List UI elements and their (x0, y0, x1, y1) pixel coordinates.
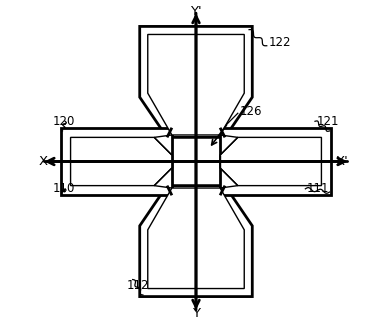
Polygon shape (148, 35, 244, 135)
Text: 126: 126 (240, 105, 262, 118)
Text: 120: 120 (53, 115, 75, 128)
Text: X': X' (336, 155, 349, 168)
Polygon shape (140, 26, 252, 137)
Polygon shape (148, 188, 244, 288)
Text: 121: 121 (317, 115, 339, 128)
Text: 110: 110 (53, 182, 75, 195)
Text: Y': Y' (190, 5, 202, 18)
Text: Y: Y (192, 307, 200, 320)
Text: X: X (39, 155, 48, 168)
Polygon shape (71, 137, 172, 186)
Polygon shape (220, 137, 321, 186)
Polygon shape (140, 186, 252, 297)
Text: 112: 112 (127, 279, 149, 292)
Polygon shape (220, 128, 331, 195)
Polygon shape (61, 128, 172, 195)
Text: 111: 111 (307, 182, 329, 195)
Text: 122: 122 (269, 36, 291, 49)
